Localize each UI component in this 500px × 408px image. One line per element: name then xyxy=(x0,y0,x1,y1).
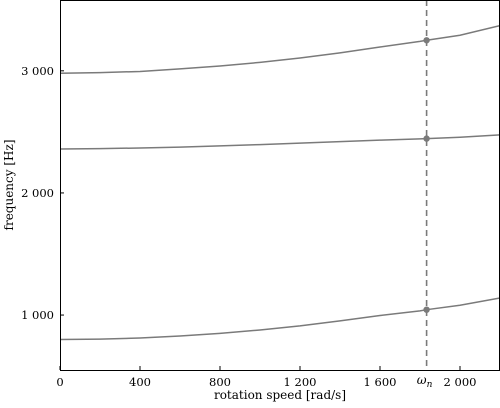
x-tick-label: 1 600 xyxy=(364,375,397,389)
highlight-point-3 xyxy=(423,37,430,44)
y-axis-label: frequency [Hz] xyxy=(2,140,16,231)
highlight-point-1 xyxy=(423,306,430,313)
x-tick-label: 400 xyxy=(129,375,151,389)
axis-ticks: 0 400 800 1 200 1 600 2 000 1 000 2 000 3 000 ωn xyxy=(21,64,476,390)
x-axis-label: rotation speed [rad/s] xyxy=(214,388,346,402)
series-3-line xyxy=(59,24,500,75)
plot-frame xyxy=(60,0,500,371)
y-tick-label: 3 000 xyxy=(21,64,54,78)
y-tick-label: 2 000 xyxy=(21,186,54,200)
x-tick-label: 1 200 xyxy=(284,375,317,389)
x-tick-label: 2 000 xyxy=(444,375,477,389)
series-2-line xyxy=(59,134,500,150)
plot-area xyxy=(59,0,500,370)
y-tick-label: 1 000 xyxy=(21,308,54,322)
omega-n-label: ωn xyxy=(417,373,433,390)
highlight-point-2 xyxy=(423,135,430,142)
series-1-line xyxy=(59,297,500,341)
x-tick-label: 0 xyxy=(56,375,63,389)
omega-symbol: ω xyxy=(417,373,427,387)
x-tick-label: 800 xyxy=(209,375,231,389)
omega-subscript: n xyxy=(427,380,433,390)
